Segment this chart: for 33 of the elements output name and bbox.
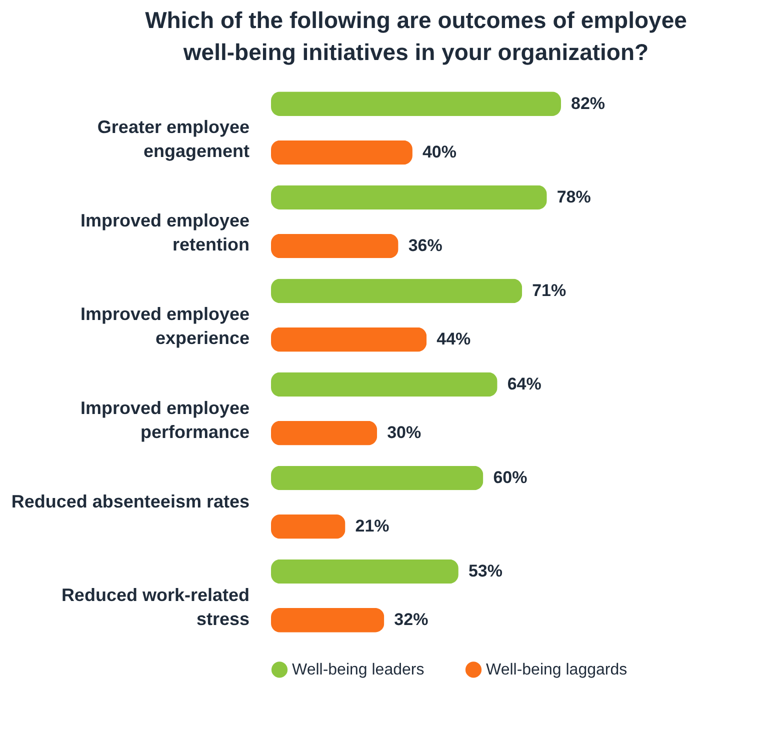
bar	[271, 140, 412, 165]
y-tick-label: Reduced absenteeism rates	[11, 491, 250, 512]
data-label: 32%	[394, 610, 428, 630]
y-tick-label: Improved employee experience	[80, 304, 250, 348]
bar	[271, 608, 384, 632]
y-tick-label: Improved employee performance	[80, 398, 250, 442]
bar	[271, 559, 458, 584]
data-label: 53%	[468, 562, 502, 581]
data-label: 44%	[436, 330, 471, 349]
data-label: 21%	[355, 516, 390, 536]
legend-label: Well-being leaders	[292, 662, 424, 679]
bar	[271, 514, 346, 539]
bar	[271, 372, 498, 397]
chart-title: Which of the following are outcomes of employee well-being initiatives in your organization?	[145, 7, 687, 65]
bar	[271, 234, 398, 258]
bar	[271, 466, 484, 490]
bar	[271, 92, 561, 116]
data-label: 60%	[493, 468, 528, 487]
bar	[271, 185, 547, 210]
y-tick-label: Improved employee retention	[80, 210, 250, 255]
legend-label: Well-being laggards	[486, 662, 628, 679]
data-label: 78%	[556, 187, 591, 206]
bar	[271, 278, 522, 304]
data-label: 40%	[422, 142, 456, 162]
bar	[271, 420, 378, 446]
y-tick-label: Reduced work-related stress	[61, 584, 250, 629]
data-label: 64%	[507, 374, 542, 394]
data-label: 82%	[571, 94, 606, 113]
data-label: 36%	[408, 236, 442, 256]
y-tick-label: Greater employee engagement	[97, 117, 250, 162]
bar	[271, 327, 427, 352]
data-label: 71%	[532, 280, 566, 300]
data-label: 30%	[387, 423, 422, 442]
